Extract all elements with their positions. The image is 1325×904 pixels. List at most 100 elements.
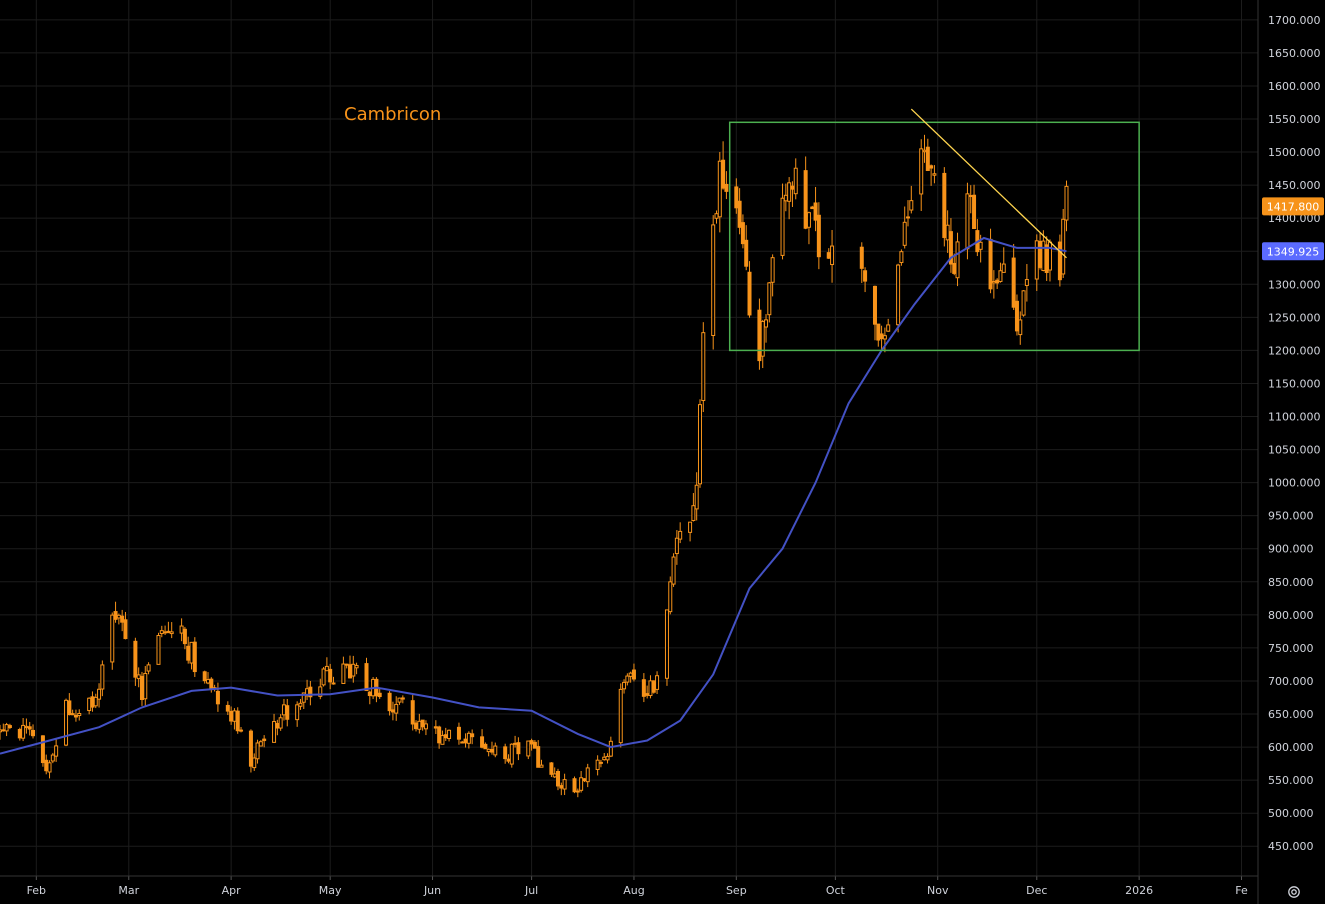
- candle-body: [780, 197, 785, 256]
- candle-body: [440, 735, 445, 745]
- candle-body: [255, 742, 260, 760]
- y-tick-label: 1200.000: [1268, 344, 1321, 357]
- candle-body: [988, 238, 993, 290]
- candle-body: [830, 245, 835, 266]
- candle-body: [54, 745, 59, 757]
- candle-body: [952, 262, 957, 274]
- x-tick-label: 2026: [1125, 884, 1153, 897]
- candle-body: [367, 691, 372, 697]
- candle-body: [740, 222, 745, 245]
- candle-body: [671, 556, 676, 585]
- candle-body: [724, 183, 729, 192]
- candle-body: [347, 664, 352, 679]
- y-tick-label: 1550.000: [1268, 113, 1321, 126]
- candle-body: [886, 324, 891, 332]
- candle-body: [922, 149, 927, 153]
- chart-marks: [0, 134, 1069, 798]
- candle-body: [645, 693, 650, 696]
- candle-body: [456, 726, 461, 740]
- candle-body: [31, 729, 36, 737]
- y-tick-label: 900.000: [1268, 543, 1314, 556]
- candle-body: [423, 723, 428, 730]
- x-axis[interactable]: Feb Mar Apr May Jun Jul Aug Sep Oct Nov Dec 2026 Fe: [0, 875, 1258, 897]
- candle-body: [331, 682, 336, 685]
- candle-body: [942, 172, 947, 238]
- y-tick-label: 1300.000: [1268, 278, 1321, 291]
- candle-body: [1014, 300, 1019, 332]
- candle-body: [7, 725, 12, 729]
- candle-body: [770, 257, 775, 283]
- candle-body: [420, 719, 425, 728]
- candle-body: [1021, 290, 1026, 316]
- candle-body: [275, 723, 280, 729]
- candle-body: [721, 159, 726, 189]
- candle-body: [595, 759, 600, 771]
- candle-body: [1038, 240, 1043, 268]
- candle-body: [806, 212, 811, 228]
- candle-body: [1061, 218, 1066, 275]
- candle-body: [400, 697, 405, 700]
- x-tick-label: Feb: [27, 884, 46, 897]
- settings-button[interactable]: [1283, 882, 1305, 902]
- trend-line: [910, 108, 1067, 259]
- candle-body: [526, 740, 531, 757]
- candle-body: [513, 742, 518, 745]
- candle-body: [790, 185, 795, 190]
- candle-body: [899, 251, 904, 264]
- x-tick-label: Dec: [1026, 884, 1047, 897]
- candle-body: [466, 732, 471, 744]
- candle-body: [1024, 279, 1029, 286]
- candle-body: [509, 743, 514, 765]
- candle-body: [628, 672, 633, 677]
- candle-body: [298, 702, 303, 707]
- candle-body: [486, 748, 491, 753]
- y-tick-label: 1700.000: [1268, 14, 1321, 27]
- candle-body: [863, 270, 868, 282]
- candle-body: [872, 285, 877, 325]
- y-tick-label: 1500.000: [1268, 146, 1321, 159]
- y-tick-label: 500.000: [1268, 807, 1314, 820]
- candle-body: [714, 213, 719, 219]
- candle-body: [206, 679, 211, 684]
- candle-body: [691, 505, 696, 521]
- candle-body: [995, 279, 1000, 284]
- candle-body: [120, 615, 125, 623]
- candle-body: [146, 664, 151, 672]
- candle-body: [136, 674, 141, 680]
- candle-body: [605, 755, 610, 761]
- candle-body: [582, 778, 587, 782]
- candle-body: [47, 762, 52, 773]
- candle-body: [608, 740, 613, 757]
- x-tick-label: Oct: [826, 884, 846, 897]
- candle-body: [143, 672, 148, 700]
- y-tick-label: 700.000: [1268, 675, 1314, 688]
- candle-body: [978, 241, 983, 250]
- y-tick-label: 800.000: [1268, 609, 1314, 622]
- candle-body: [225, 704, 230, 712]
- candle-body: [932, 173, 937, 176]
- candle-body: [70, 713, 75, 716]
- y-tick-label: 850.000: [1268, 576, 1314, 589]
- candle-body: [925, 146, 930, 171]
- candle-body: [295, 704, 300, 721]
- candle-body: [318, 686, 323, 697]
- candle-body: [678, 530, 683, 540]
- candle-body: [625, 675, 630, 683]
- candle-body: [186, 645, 191, 661]
- price-tag: [1262, 197, 1324, 216]
- candle-body: [552, 773, 557, 778]
- candle-body: [341, 663, 346, 684]
- candle-body: [24, 725, 29, 729]
- candle-body: [529, 740, 534, 745]
- candle-body: [480, 736, 485, 748]
- candle-body: [602, 756, 607, 761]
- candle-body: [744, 239, 749, 267]
- gear-icon: [1288, 886, 1300, 898]
- candle-body: [641, 679, 646, 697]
- candle-body: [364, 663, 369, 692]
- candle-body: [859, 246, 864, 269]
- candle-body: [166, 630, 171, 634]
- candle-body: [906, 216, 911, 219]
- candle-body: [447, 729, 452, 739]
